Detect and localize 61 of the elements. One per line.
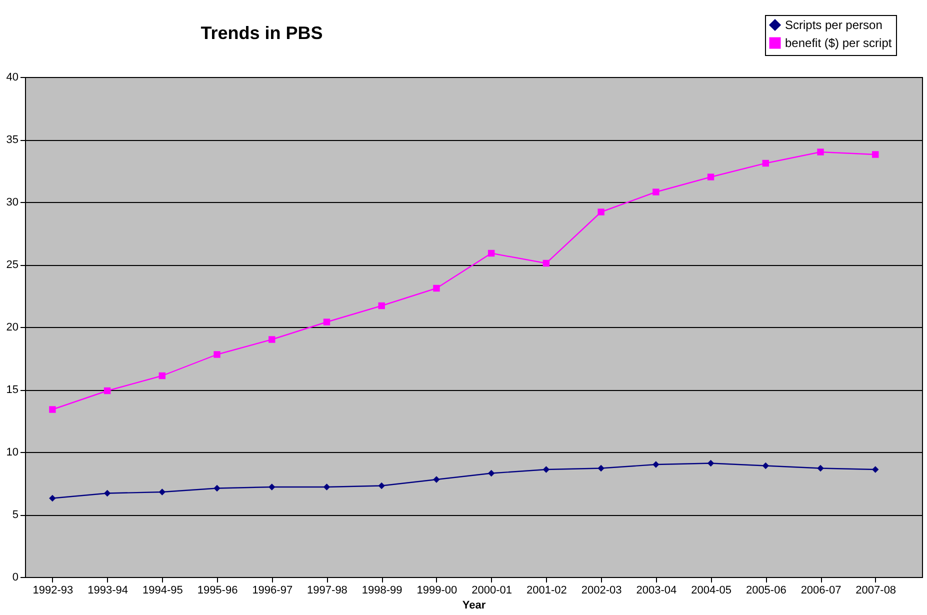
y-tick-label: 5 xyxy=(12,509,18,521)
point xyxy=(433,284,440,292)
y-tick-label: 35 xyxy=(6,134,18,146)
x-tick-label: 2004-05 xyxy=(691,584,732,596)
y-tick-label: 25 xyxy=(6,259,18,271)
x-tick-label: 1993-94 xyxy=(88,584,128,596)
point xyxy=(598,208,604,216)
x-tick-label: 2002-03 xyxy=(581,584,622,596)
point xyxy=(872,151,879,158)
x-tick-label: 1995-96 xyxy=(197,584,238,596)
y-tick-label: 10 xyxy=(6,446,18,458)
point xyxy=(652,188,660,196)
point xyxy=(817,148,824,156)
point xyxy=(49,406,56,413)
x-tick-label: 1996-97 xyxy=(252,584,293,596)
point xyxy=(542,466,550,473)
x-tick-label: 2003-04 xyxy=(636,584,677,596)
point xyxy=(762,462,769,470)
point xyxy=(104,387,111,394)
x-tick-label: 1998-99 xyxy=(362,584,402,596)
y-tick-label: 15 xyxy=(6,384,18,396)
point xyxy=(598,464,604,472)
point xyxy=(158,372,166,380)
point xyxy=(49,494,56,502)
x-tick-label: 2005-06 xyxy=(746,584,786,596)
point xyxy=(268,484,276,490)
point xyxy=(433,476,440,483)
y-tick-label: 20 xyxy=(6,322,18,334)
point xyxy=(707,174,714,180)
x-tick-label: 1992-93 xyxy=(32,584,74,596)
x-axis-title: Year xyxy=(462,600,486,612)
point xyxy=(542,260,550,267)
point xyxy=(268,336,276,343)
point xyxy=(378,302,385,310)
point xyxy=(158,488,166,496)
legend-label: benefit ($) per script xyxy=(785,36,892,50)
point xyxy=(323,318,330,326)
point xyxy=(817,464,824,472)
y-tick-label: 30 xyxy=(6,196,18,208)
chart-title: Trends in PBS xyxy=(200,23,323,43)
point xyxy=(762,160,769,167)
point xyxy=(104,490,111,497)
point xyxy=(872,466,879,473)
legend-label: Scripts per person xyxy=(785,18,882,32)
x-tick-label: 2007-08 xyxy=(856,584,896,596)
x-tick-label: 2006-07 xyxy=(800,584,842,596)
point xyxy=(488,250,495,257)
point xyxy=(488,470,495,477)
y-tick-label: 40 xyxy=(6,72,18,84)
point xyxy=(214,484,220,492)
point xyxy=(214,351,220,358)
x-tick-label: 2000-01 xyxy=(472,584,512,596)
x-tick-label: 1999-00 xyxy=(416,584,458,596)
x-tick-label: 1994-95 xyxy=(142,584,183,596)
y-tick-label: 0 xyxy=(12,572,18,584)
point xyxy=(707,460,714,467)
x-tick-label: 1997-98 xyxy=(307,584,348,596)
x-tick-label: 2001-02 xyxy=(526,584,567,596)
point xyxy=(323,484,330,490)
point xyxy=(652,461,660,468)
point xyxy=(378,482,385,490)
